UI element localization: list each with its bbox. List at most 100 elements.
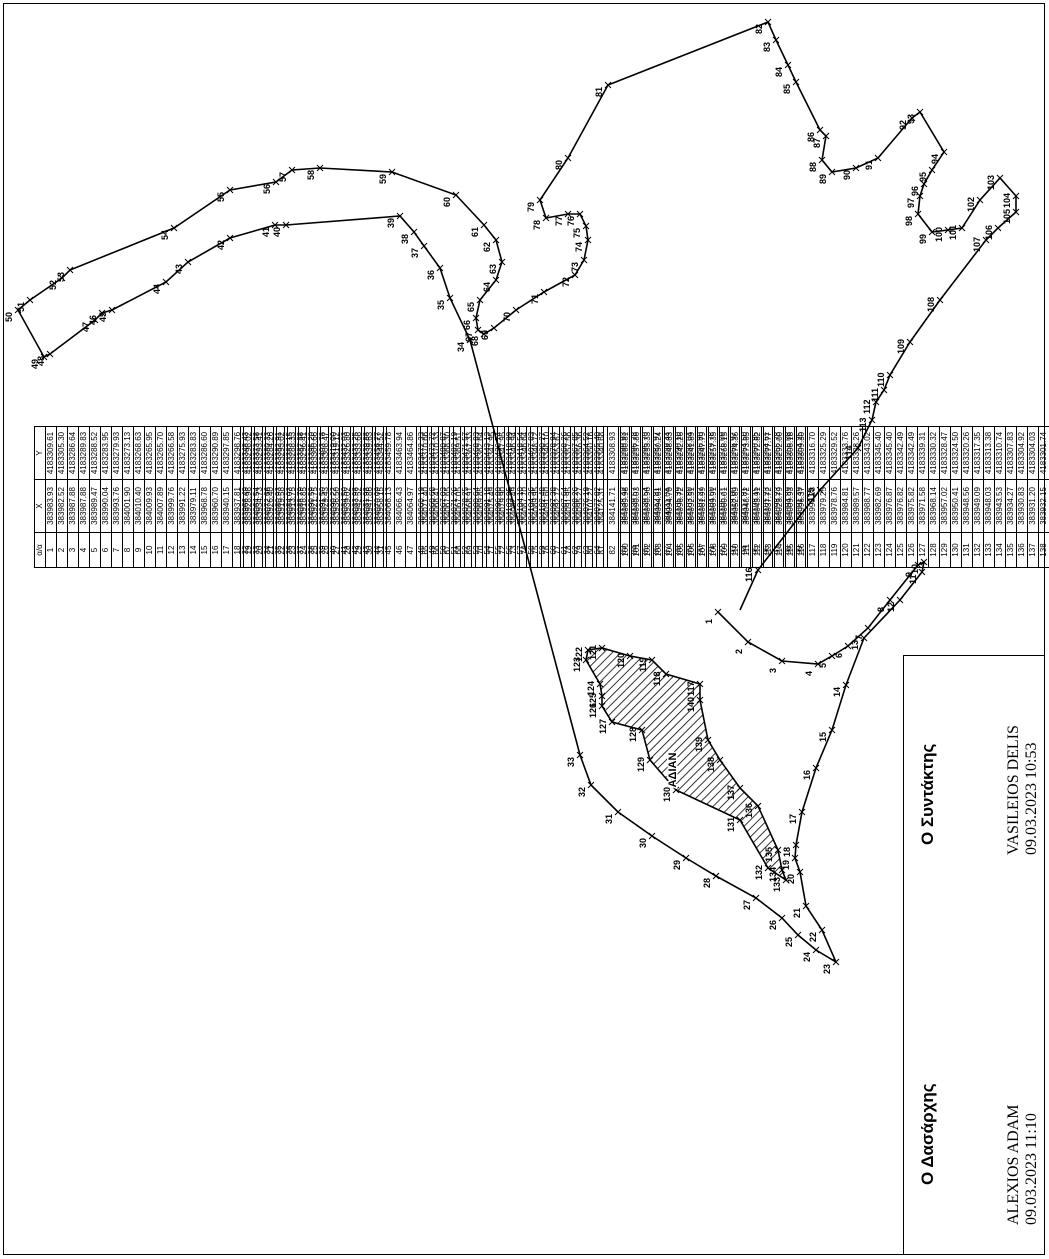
vertex-mark	[754, 566, 762, 574]
vertex-label: 44	[152, 284, 162, 294]
vertex-label: 11	[908, 574, 918, 584]
y-coordinate-cell: 4183464.86	[405, 426, 417, 480]
polygon-vertex: 119	[638, 656, 656, 672]
x-coordinate-cell: 383949.09	[972, 479, 984, 533]
vertex-mark	[714, 608, 722, 616]
x-coordinate-cell: 383931.20	[1027, 479, 1039, 533]
vertex-label: 80	[554, 160, 564, 170]
boundary-vertex: 27	[742, 894, 760, 910]
y-coordinate-cell: 4183348.10	[541, 426, 553, 480]
polygon-vertex: 121	[588, 644, 606, 660]
boundary-vertex: 2	[734, 638, 752, 654]
vertex-label: 89	[818, 174, 828, 184]
vertex-mark	[868, 416, 876, 424]
y-coordinate-cell: 4183268.63	[133, 426, 145, 480]
boundary-vertex: 70	[502, 306, 520, 322]
boundary-vertex: 8	[876, 596, 894, 612]
vertex-mark	[170, 224, 178, 232]
vertex-label: 119	[638, 657, 648, 672]
vertex-mark	[480, 330, 488, 338]
vertex-mark	[852, 164, 860, 172]
x-coordinate-cell: 384090.59	[306, 479, 318, 533]
table-row: 130 383950.41 4183324.50	[950, 426, 962, 568]
boundary-vertex: 18	[782, 841, 800, 857]
point-id-cell: 76	[541, 532, 553, 568]
x-coordinate-cell: 383982.52	[56, 479, 68, 533]
point-id-cell: 33	[251, 532, 263, 568]
boundary-vertex: 106	[984, 224, 1002, 240]
table-row: 65 384071.40 4183370.66	[420, 426, 432, 568]
y-coordinate-cell: 4183316.70	[807, 426, 819, 480]
y-coordinate-cell: 4183286.64	[67, 426, 79, 480]
table-row: 120 383984.81 4183333.76	[840, 426, 852, 568]
x-coordinate-cell: 383968.78	[199, 479, 211, 533]
x-coordinate-cell: 383988.77	[862, 479, 874, 533]
vertex-mark	[58, 274, 66, 282]
point-id-cell: 116	[796, 532, 808, 568]
table-row: 42 384083.98 4183433.25	[350, 426, 362, 568]
vertex-label: 24	[802, 952, 812, 962]
vertex-mark	[648, 832, 656, 840]
table-row: 41 384084.50 4183432.03	[339, 426, 351, 568]
y-coordinate-cell: 4183309.61	[45, 426, 57, 480]
x-coordinate-cell: 384091.60	[541, 479, 553, 533]
vertex-label: 70	[502, 312, 512, 322]
vertex-label: 62	[482, 242, 492, 252]
table-row: 80 384107.27 4183350.16	[585, 426, 597, 568]
vertex-mark	[744, 638, 752, 646]
vertex-mark	[920, 180, 928, 188]
boundary-vertex: 73	[570, 256, 588, 272]
table-row: 32 383966.49 4183348.43	[240, 426, 252, 568]
boundary-vertex: 90	[842, 164, 860, 180]
boundary-vertex: 38	[400, 228, 418, 244]
point-id-cell: 106	[686, 532, 698, 568]
vertex-mark	[540, 288, 548, 296]
point-id-cell: 13	[177, 532, 189, 568]
x-coordinate-cell: 383979.25	[818, 479, 830, 533]
boundary-vertex: 21	[792, 902, 810, 918]
x-coordinate-cell: 384095.27	[574, 479, 586, 533]
table-row: 101 384090.03 4183257.86	[631, 426, 643, 568]
point-id-cell: 17	[221, 532, 233, 568]
vertex-mark	[648, 656, 656, 664]
x-coordinate-cell: 383934.27	[1005, 479, 1017, 533]
vertex-mark	[764, 864, 772, 872]
table-row: 134 383943.53 4183310.74	[994, 426, 1006, 568]
polygon-vertex: 134	[768, 866, 786, 882]
x-coordinate-cell: 383976.87	[884, 479, 896, 533]
y-coordinate-cell: 4183308.93	[607, 426, 619, 480]
point-id-cell: 46	[394, 532, 406, 568]
boundary-vertex: 113	[858, 416, 876, 432]
x-coordinate-cell: 383971.58	[917, 479, 929, 533]
vertex-mark	[40, 353, 48, 361]
point-id-cell: 40	[328, 532, 340, 568]
point-id-cell: 82	[607, 532, 619, 568]
vertex-label: 64	[482, 282, 492, 292]
x-coordinate-cell: 384079.90	[497, 479, 509, 533]
boundary-vertex: 87	[812, 132, 830, 148]
vertex-mark	[844, 642, 852, 650]
x-coordinate-cell: 383979.11	[188, 479, 200, 533]
vertex-mark	[982, 236, 990, 244]
point-id-cell: 80	[585, 532, 597, 568]
boundary-vertex: 74	[574, 236, 592, 252]
right-signer-name: VASILEIOS DELIS	[1005, 725, 1022, 855]
y-coordinate-cell: 4183367.33	[464, 426, 476, 480]
y-coordinate-cell: 4183356.36	[574, 426, 586, 480]
table-row: 70 384069.85 4183362.64	[475, 426, 487, 568]
point-id-cell: 77	[552, 532, 564, 568]
vertex-label: 15	[818, 732, 828, 742]
x-coordinate-cell: 384064.97	[405, 479, 417, 533]
vertex-label: 22	[808, 932, 818, 942]
x-coordinate-cell: 384052.89	[730, 479, 742, 533]
boundary-vertex: 77	[554, 210, 572, 226]
point-id-cell: 79	[574, 532, 586, 568]
table-row: 2 383982.52 4183305.30	[56, 426, 68, 568]
boundary-vertex: 83	[762, 36, 780, 52]
vertex-label: 76	[566, 216, 576, 226]
table-row: 106 384092.51 4183241.89	[686, 426, 698, 568]
table-row: 133 383948.03 4183313.38	[983, 426, 995, 568]
right-signer-date: 09.03.2023 10:53	[1023, 742, 1040, 855]
boundary-vertex: 66	[462, 314, 480, 330]
point-id-cell: 123	[873, 532, 885, 568]
